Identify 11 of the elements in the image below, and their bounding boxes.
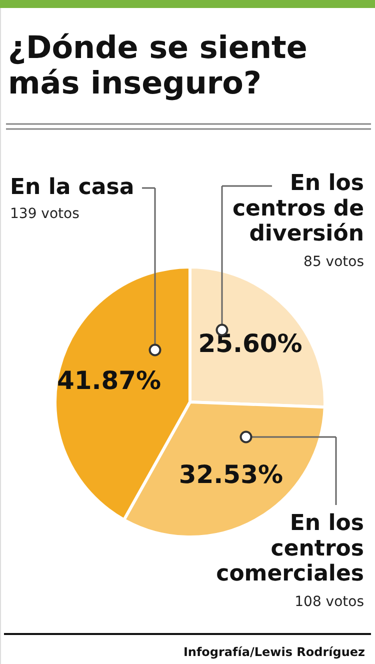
- chart-title: ¿Dónde se siente más inseguro?: [8, 30, 308, 102]
- slice-label: En los centros de diversión: [232, 171, 364, 247]
- text: Infografía/Lewis Rodríguez: [183, 645, 366, 659]
- text: 85 votos: [304, 254, 364, 270]
- data-label: 32.53%: [178, 460, 284, 489]
- text: 108 votos: [294, 594, 364, 610]
- text: 139 votos: [10, 206, 80, 222]
- data-label: 25.60%: [198, 328, 302, 358]
- slice-label: En los centros comerciales: [216, 511, 364, 587]
- data-label: 41.87%: [56, 366, 162, 395]
- slice-label: En la casa: [10, 175, 134, 200]
